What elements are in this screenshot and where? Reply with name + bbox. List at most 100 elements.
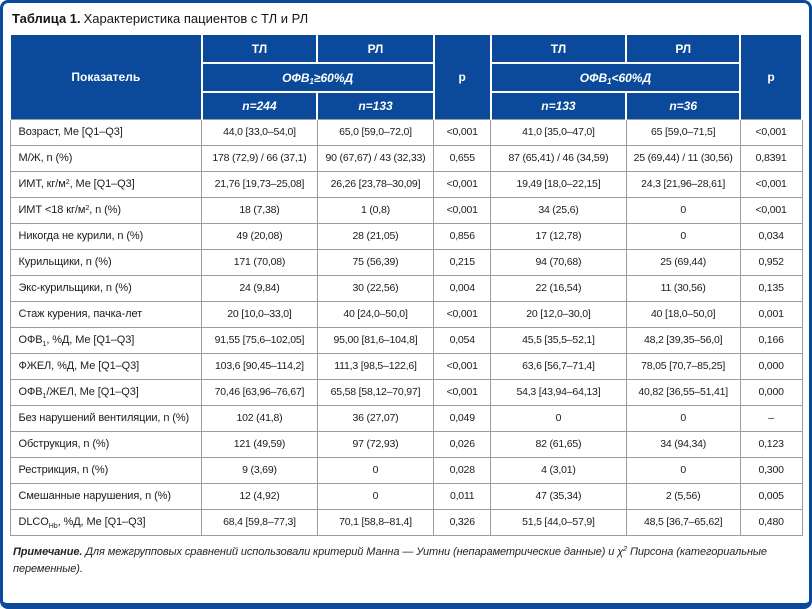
value-cell: 91,55 [75,6–102,05] xyxy=(201,326,318,354)
value-cell: 102 (41,8) xyxy=(201,404,318,432)
header-group2-rl: РЛ xyxy=(625,33,742,64)
value-cell: 44,0 [33,0–54,0] xyxy=(201,118,318,146)
header-group1-n2: n=133 xyxy=(316,91,435,119)
header-group2-n2: n=36 xyxy=(625,91,742,119)
value-cell: 24 (9,84) xyxy=(201,274,318,302)
value-cell: 54,3 [43,94–64,13] xyxy=(490,378,627,406)
p-value-cell: 0,034 xyxy=(739,222,803,250)
header-group2-tl: ТЛ xyxy=(489,33,628,64)
value-cell: 121 (49,59) xyxy=(201,430,318,458)
value-cell: 65 [59,0–71,5] xyxy=(625,118,741,146)
row-label: Никогда не курили, n (%) xyxy=(9,222,203,250)
value-cell: 45,5 [35,5–52,1] xyxy=(490,326,627,354)
header-p1: p xyxy=(432,33,492,119)
p-value-cell: 0,480 xyxy=(739,508,803,536)
p-value-cell: <0,001 xyxy=(433,378,492,406)
value-cell: 103,6 [90,45–114,2] xyxy=(201,352,318,380)
table-row: DLCOHb, %Д, Ме [Q1–Q3] 68,4 [59,8–77,3] 70… xyxy=(9,508,803,536)
value-cell: 21,76 [19,73–25,08] xyxy=(201,170,318,198)
value-cell: 0 xyxy=(490,404,627,432)
table-row: ИМТ, кг/м2, Ме [Q1–Q3] 21,76 [19,73–25,08… xyxy=(9,170,803,198)
row-label: Возраст, Ме [Q1–Q3] xyxy=(9,118,203,146)
value-cell: 1 (0,8) xyxy=(316,196,435,224)
value-cell: 49 (20,08) xyxy=(201,222,318,250)
value-cell: 90 (67,67) / 43 (32,33) xyxy=(316,144,435,172)
table-header: Показатель ТЛ РЛ p ТЛ РЛ p ОФВ1≥60%Д ОФВ… xyxy=(9,33,803,119)
value-cell: 34 (25,6) xyxy=(490,196,627,224)
p-value-cell: 0,215 xyxy=(433,248,492,276)
table-title-label: Таблица 1. xyxy=(12,11,81,26)
table-row: Возраст, Ме [Q1–Q3] 44,0 [33,0–54,0] 65,0 … xyxy=(9,118,803,146)
row-label: ОФВ1/ЖЕЛ, Ме [Q1–Q3] xyxy=(9,378,203,406)
value-cell: 65,58 [58,12–70,97] xyxy=(316,378,435,406)
header-group1-tl: ТЛ xyxy=(200,33,319,64)
p-value-cell: <0,001 xyxy=(433,352,492,380)
table-title: Таблица 1. Характеристика пациентов с ТЛ … xyxy=(9,3,803,33)
value-cell: 0 xyxy=(625,404,741,432)
p-value-cell: <0,001 xyxy=(739,118,803,146)
row-label: Экс-курильщики, n (%) xyxy=(9,274,203,302)
p-value-cell: 0,300 xyxy=(739,456,803,484)
row-label: Курильщики, n (%) xyxy=(9,248,203,276)
p-value-cell: 0,000 xyxy=(739,378,803,406)
p-value-cell: <0,001 xyxy=(739,170,803,198)
table-row: Обструкция, n (%) 121 (49,59) 97 (72,93) 0,… xyxy=(9,430,803,458)
p-value-cell: 0,166 xyxy=(739,326,803,354)
row-label: DLCOHb, %Д, Ме [Q1–Q3] xyxy=(9,508,203,536)
p-value-cell: <0,001 xyxy=(433,300,492,328)
value-cell: 111,3 [98,5–122,6] xyxy=(316,352,435,380)
p-value-cell: 0,952 xyxy=(739,248,803,276)
p-value-cell: 0,049 xyxy=(433,404,492,432)
table-row: ОФВ1/ЖЕЛ, Ме [Q1–Q3] 70,46 [63,96–76,67] 6… xyxy=(9,378,803,406)
row-label: Без нарушений вентиляции, n (%) xyxy=(9,404,203,432)
value-cell: 12 (4,92) xyxy=(201,482,318,510)
p-value-cell: <0,001 xyxy=(433,118,492,146)
value-cell: 0 xyxy=(625,456,741,484)
value-cell: 20 [12,0–30,0] xyxy=(490,300,627,328)
value-cell: 78,05 [70,7–85,25] xyxy=(625,352,741,380)
table-row: Экс-курильщики, n (%) 24 (9,84) 30 (22,56)… xyxy=(9,274,803,302)
row-label: ИМТ, кг/м2, Ме [Q1–Q3] xyxy=(9,170,203,198)
table-row: Смешанные нарушения, n (%) 12 (4,92) 0 0,01… xyxy=(9,482,803,510)
value-cell: 82 (61,65) xyxy=(490,430,627,458)
value-cell: 0 xyxy=(316,456,435,484)
value-cell: 11 (30,56) xyxy=(625,274,741,302)
table-row: ИМТ <18 кг/м2, n (%) 18 (7,38) 1 (0,8) <0,0… xyxy=(9,196,803,224)
value-cell: 19,49 [18,0–22,15] xyxy=(490,170,627,198)
value-cell: 2 (5,56) xyxy=(625,482,741,510)
table-row: Без нарушений вентиляции, n (%) 102 (41,8… xyxy=(9,404,803,432)
p-value-cell: – xyxy=(739,404,803,432)
p-value-cell: 0,000 xyxy=(739,352,803,380)
value-cell: 28 (21,05) xyxy=(316,222,435,250)
p-value-cell: 0,004 xyxy=(433,274,492,302)
p-value-cell: 0,005 xyxy=(739,482,803,510)
header-indicator: Показатель xyxy=(9,33,203,119)
value-cell: 9 (3,69) xyxy=(201,456,318,484)
header-group1-condition: ОФВ1≥60%Д xyxy=(200,62,435,93)
table-title-text: Характеристика пациентов с ТЛ и РЛ xyxy=(83,11,309,26)
table-body: Возраст, Ме [Q1–Q3] 44,0 [33,0–54,0] 65,0 … xyxy=(9,118,803,536)
row-label: Стаж курения, пачка-лет xyxy=(9,300,203,328)
header-group1-n1: n=244 xyxy=(200,91,319,119)
table-row: М/Ж, n (%) 178 (72,9) / 66 (37,1) 90 (67,6… xyxy=(9,144,803,172)
value-cell: 41,0 [35,0–47,0] xyxy=(490,118,627,146)
table-row: Стаж курения, пачка-лет 20 [10,0–33,0] 40 … xyxy=(9,300,803,328)
row-label: ОФВ1, %Д, Ме [Q1–Q3] xyxy=(9,326,203,354)
value-cell: 0 xyxy=(625,196,741,224)
value-cell: 68,4 [59,8–77,3] xyxy=(201,508,318,536)
value-cell: 48,5 [36,7–65,62] xyxy=(625,508,741,536)
value-cell: 48,2 [39,35–56,0] xyxy=(625,326,741,354)
value-cell: 22 (16,54) xyxy=(490,274,627,302)
p-value-cell: <0,001 xyxy=(433,170,492,198)
value-cell: 171 (70,08) xyxy=(201,248,318,276)
value-cell: 25 (69,44) / 11 (30,56) xyxy=(625,144,741,172)
table-row: ФЖЕЛ, %Д, Ме [Q1–Q3] 103,6 [90,45–114,2] 1… xyxy=(9,352,803,380)
p-value-cell: 0,655 xyxy=(433,144,492,172)
value-cell: 87 (65,41) / 46 (34,59) xyxy=(490,144,627,172)
row-label: Обструкция, n (%) xyxy=(9,430,203,458)
table-row: ОФВ1, %Д, Ме [Q1–Q3] 91,55 [75,6–102,05] 9… xyxy=(9,326,803,354)
value-cell: 0 xyxy=(316,482,435,510)
value-cell: 26,26 [23,78–30,09] xyxy=(316,170,435,198)
row-label: М/Ж, n (%) xyxy=(9,144,203,172)
